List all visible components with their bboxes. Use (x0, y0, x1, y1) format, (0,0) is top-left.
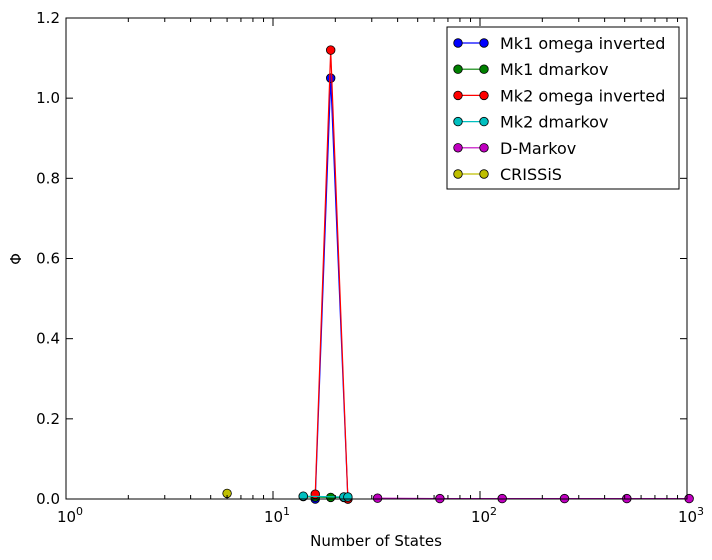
series-2 (310, 45, 353, 504)
x-tick-label: 103 (678, 505, 704, 526)
legend-entry: Mk2 dmarkov (453, 113, 608, 132)
series-line (314, 50, 349, 500)
legend-label: CRISSiS (500, 165, 562, 184)
x-tick-label: 101 (264, 505, 290, 526)
legend-entry: D-Markov (453, 139, 576, 158)
legend-marker (453, 90, 463, 101)
legend-marker (479, 90, 489, 101)
legend-marker (479, 38, 489, 48)
y-tick-label: 0.2 (36, 410, 60, 428)
legend-marker (453, 143, 463, 153)
legend-entry: Mk2 omega inverted (453, 86, 665, 105)
legend-box (446, 26, 680, 190)
x-tick-label: 100 (57, 505, 83, 526)
legend-label: Mk1 omega inverted (500, 34, 665, 53)
legend-marker (479, 64, 489, 74)
y-tick-label: 0.6 (36, 250, 60, 268)
y-axis-label: Φ (7, 253, 25, 265)
legend-marker (479, 116, 489, 127)
legend-entry: CRISSiS (453, 165, 562, 184)
legend-label: D-Markov (500, 139, 576, 158)
data-point (326, 45, 336, 55)
y-tick-label: 1.0 (36, 89, 60, 107)
legend-marker (479, 143, 489, 153)
data-point (298, 491, 308, 501)
legend-marker (453, 64, 463, 74)
series-line (314, 78, 349, 500)
y-tick-label: 0.0 (36, 490, 60, 508)
series-4 (372, 493, 694, 504)
data-point (310, 489, 320, 499)
legend-marker (453, 169, 463, 179)
y-tick-label: 0.8 (36, 169, 60, 187)
legend-marker (453, 38, 463, 48)
y-tick-label: 1.2 (36, 9, 60, 27)
legend-entry: Mk1 dmarkov (453, 60, 608, 79)
ticks-layer: 0.0 0.2 0.4 0.6 0.8 1.0 1.2 100 101 102 103 (36, 9, 704, 526)
x-axis-label: Number of States (310, 532, 442, 550)
x-tick-label: 102 (471, 505, 497, 526)
legend: Mk1 omega inverted Mk1 dmarkov Mk2 omega i… (446, 26, 680, 190)
legend-entry: Mk1 omega inverted (453, 34, 665, 53)
data-point (343, 492, 353, 502)
legend-marker (479, 169, 489, 179)
legend-label: Mk2 dmarkov (500, 113, 608, 132)
data-point (372, 493, 383, 503)
data-point (326, 492, 336, 503)
data-point (326, 73, 336, 83)
y-tick-label: 0.4 (36, 330, 60, 348)
legend-label: Mk2 omega inverted (500, 86, 665, 105)
series-3 (298, 491, 353, 502)
legend-marker (453, 116, 463, 127)
legend-label: Mk1 dmarkov (500, 60, 608, 79)
